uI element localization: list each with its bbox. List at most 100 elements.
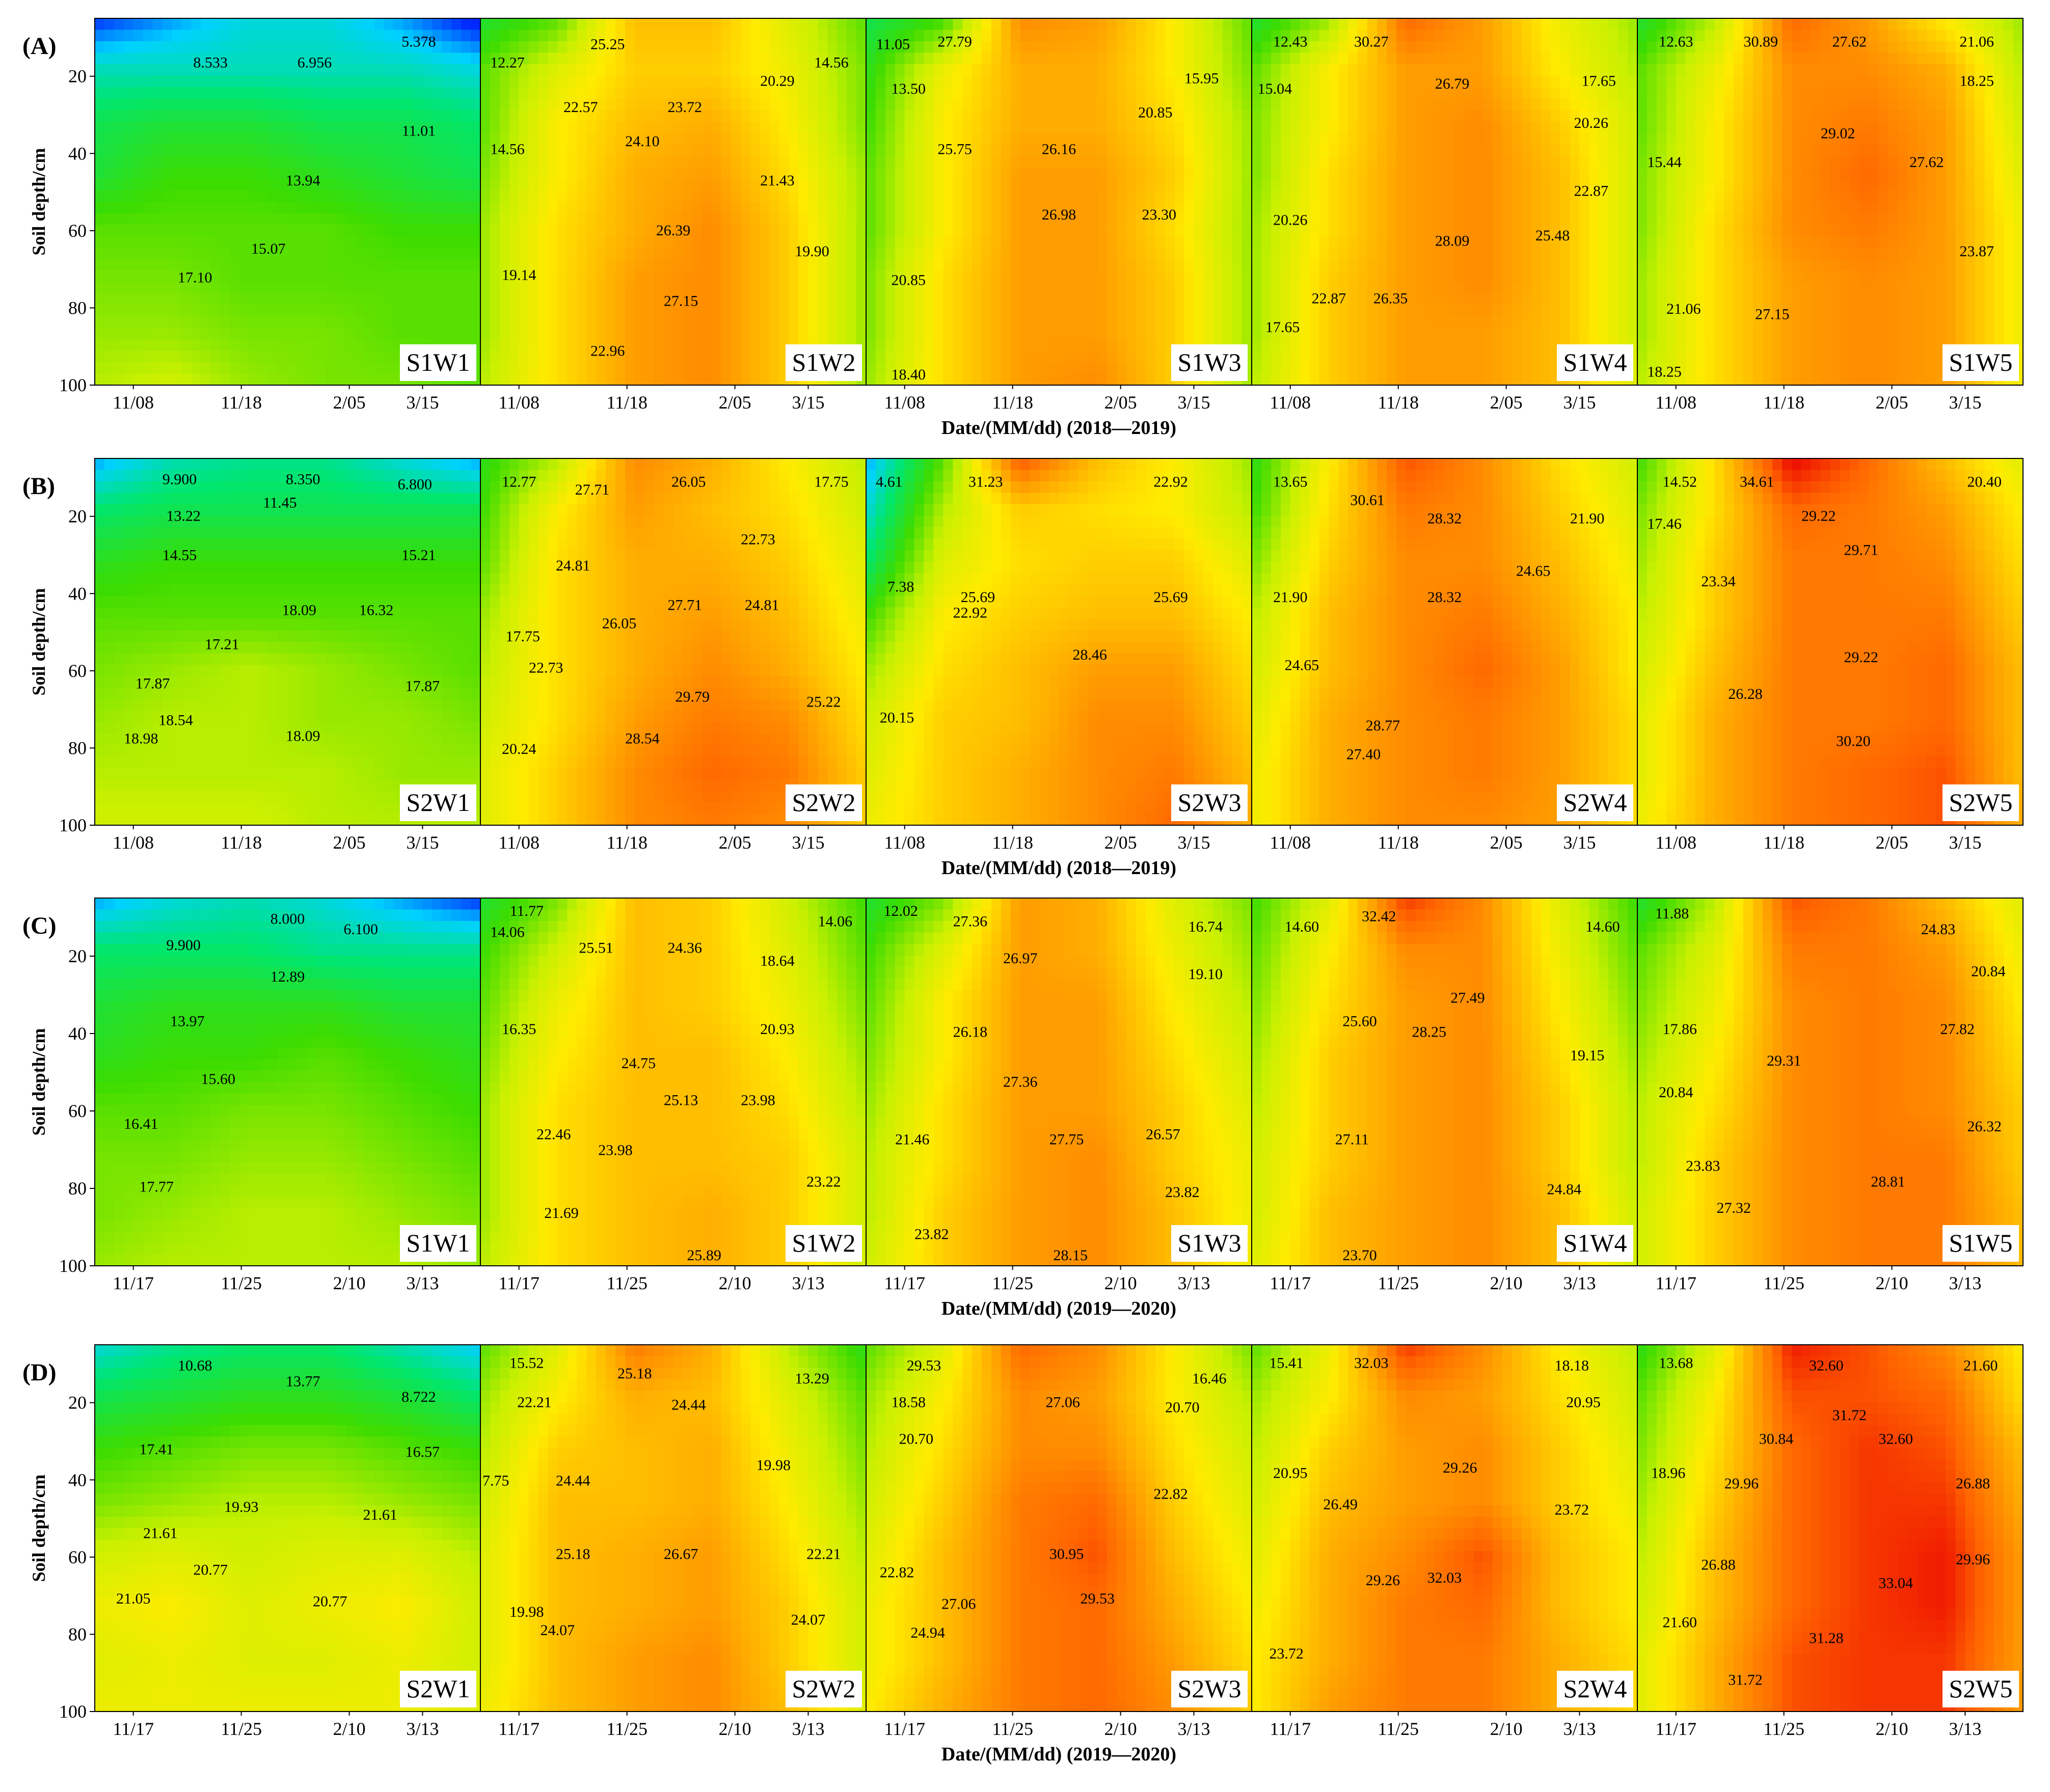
contour-label: 30.89 (1743, 34, 1778, 50)
contour-label: 21.60 (1963, 1357, 1998, 1374)
contour-label: 12.02 (883, 903, 918, 919)
panel-tag-box (1171, 1225, 1248, 1262)
contour-label: 26.88 (1701, 1556, 1736, 1573)
x-tick-label: 3/13 (1177, 1273, 1210, 1293)
x-tick-label: 3/15 (792, 392, 824, 413)
y-tick-label: 100 (59, 1701, 87, 1722)
contour-label: 30.27 (1354, 34, 1389, 50)
contour-label: 9.900 (163, 471, 197, 487)
x-tick-label: 11/18 (1378, 832, 1419, 853)
contour-label: 16.74 (1188, 918, 1223, 935)
contour-label: 14.60 (1585, 918, 1620, 935)
contour-label: 28.81 (1871, 1173, 1905, 1190)
subplot-s1w5: 11.88 24.83 20.84 17.86 27.82 29.31 20.84 26.32… (1637, 898, 2024, 1293)
contour-label: 16.41 (124, 1116, 158, 1132)
y-tick-label: 100 (59, 1256, 87, 1276)
contour-label: 25.69 (961, 589, 995, 606)
x-tick-label: 11/18 (1378, 392, 1419, 413)
subplot-frame (1637, 898, 2024, 1266)
contour-label: 20.70 (1165, 1399, 1200, 1416)
contour-label: 21.06 (1666, 301, 1701, 317)
contour-label: 11.01 (402, 122, 436, 139)
contour-label: 24.84 (1547, 1181, 1581, 1198)
subplot-s1w5: 12.63 30.89 27.62 21.06 18.25 29.02 15.44 27.62… (1637, 18, 2024, 413)
contour-label: 27.36 (953, 913, 988, 930)
contour-label: 13.22 (166, 507, 201, 524)
subplot-s1w1: 8.533 6.956 5.378 11.01 13.94 15.07 17.10 S1W1 1… (94, 18, 481, 413)
contour-label: 13.77 (286, 1373, 320, 1390)
contour-label: 32.03 (1354, 1354, 1389, 1371)
contour-label: 27.49 (1450, 989, 1485, 1006)
subplot-frame (1637, 1344, 2024, 1712)
x-tick-label: 11/17 (1655, 1273, 1696, 1293)
subplot-s1w3: 12.02 27.36 16.74 26.97 19.10 26.18 27.36 26.57… (866, 898, 1252, 1293)
contour-label: 24.10 (625, 133, 660, 150)
y-tick-label: 100 (59, 815, 87, 835)
x-axis-label: Date/(MM/dd) (2019—2020) (941, 1744, 1176, 1765)
x-tick-label: 11/17 (884, 1719, 925, 1739)
contour-label: 23.87 (1959, 243, 1994, 260)
contour-label: 29.22 (1844, 649, 1878, 666)
contour-label: 21.06 (1959, 34, 1994, 50)
panel-tag-box (1557, 1671, 1633, 1707)
x-tick-label: 11/25 (606, 1719, 648, 1739)
x-tick-label: 11/17 (884, 1273, 925, 1293)
contour-label: 18.64 (760, 953, 795, 969)
x-tick-label: 11/25 (1378, 1273, 1419, 1293)
contour-label: 25.51 (579, 939, 613, 956)
contour-label: 12.89 (271, 968, 305, 985)
x-tick-label: 3/13 (406, 1273, 439, 1293)
x-tick-label: 2/10 (1876, 1273, 1908, 1293)
contour-label: 28.09 (1435, 232, 1470, 249)
contour-fill (1637, 458, 2024, 826)
contour-fill (1252, 1345, 1638, 1712)
x-tick-label: 11/25 (1763, 1719, 1804, 1739)
contour-label: 12.27 (490, 55, 525, 71)
panel-tag-box (1171, 1671, 1248, 1707)
contour-fill (95, 18, 481, 386)
contour-label: 18.25 (1959, 73, 1994, 90)
contour-label: 22.87 (1574, 183, 1608, 200)
y-tick-label: 80 (68, 1624, 87, 1644)
panel-tag: S2W3 (1178, 788, 1242, 817)
x-tick-label: 11/17 (498, 1273, 540, 1293)
contour-label: 23.83 (1686, 1157, 1720, 1174)
x-tick-label: 2/05 (333, 392, 366, 413)
contour-label: 24.44 (556, 1473, 590, 1489)
subplot-s1w4: 12.43 30.27 17.65 15.04 26.79 20.26 22.87 20.26… (1251, 18, 1638, 413)
contour-label: 25.48 (1535, 227, 1570, 244)
x-tick-label: 11/25 (606, 1273, 648, 1293)
contour-label: 15.41 (1269, 1354, 1304, 1371)
contour-fill (1637, 1345, 2024, 1712)
subplot-s2w4: 13.65 30.61 28.32 21.90 24.65 21.90 28.32 24.65… (1251, 458, 1638, 853)
contour-fill (866, 458, 1252, 826)
contour-label: 15.52 (509, 1354, 544, 1371)
contour-label: 22.87 (1312, 290, 1346, 307)
contour-label: 9.900 (166, 937, 201, 954)
contour-label: 12.77 (502, 474, 536, 491)
y-tick-label: 60 (68, 1547, 87, 1567)
contour-label: 17.86 (1663, 1021, 1697, 1038)
contour-fill (95, 898, 481, 1266)
contour-label: 19.98 (757, 1457, 791, 1474)
contour-fill (480, 18, 867, 386)
contour-label: 17.46 (1647, 515, 1682, 532)
x-tick-label: 11/18 (992, 832, 1033, 853)
x-tick-label: 11/25 (1763, 1273, 1804, 1293)
contour-label: 21.60 (1663, 1614, 1697, 1631)
contour-label: 23.22 (806, 1173, 841, 1190)
y-tick-label: 40 (68, 1023, 87, 1044)
contour-label: 23.30 (1142, 206, 1177, 223)
contour-label: 26.18 (953, 1023, 988, 1040)
contour-label: 27.15 (1755, 306, 1790, 322)
contour-fill (1637, 898, 2024, 1266)
contour-label: 24.07 (541, 1622, 575, 1639)
contour-label: 27.36 (1003, 1073, 1038, 1090)
contour-label: 20.29 (760, 73, 795, 90)
contour-label: 30.84 (1759, 1430, 1794, 1447)
x-tick-label: 11/08 (113, 392, 154, 413)
panel-row-label: (D) (22, 1359, 57, 1386)
x-axis-label: Date/(MM/dd) (2018—2019) (941, 857, 1176, 879)
x-tick-label: 3/13 (792, 1273, 824, 1293)
contour-label: 32.42 (1362, 908, 1396, 925)
